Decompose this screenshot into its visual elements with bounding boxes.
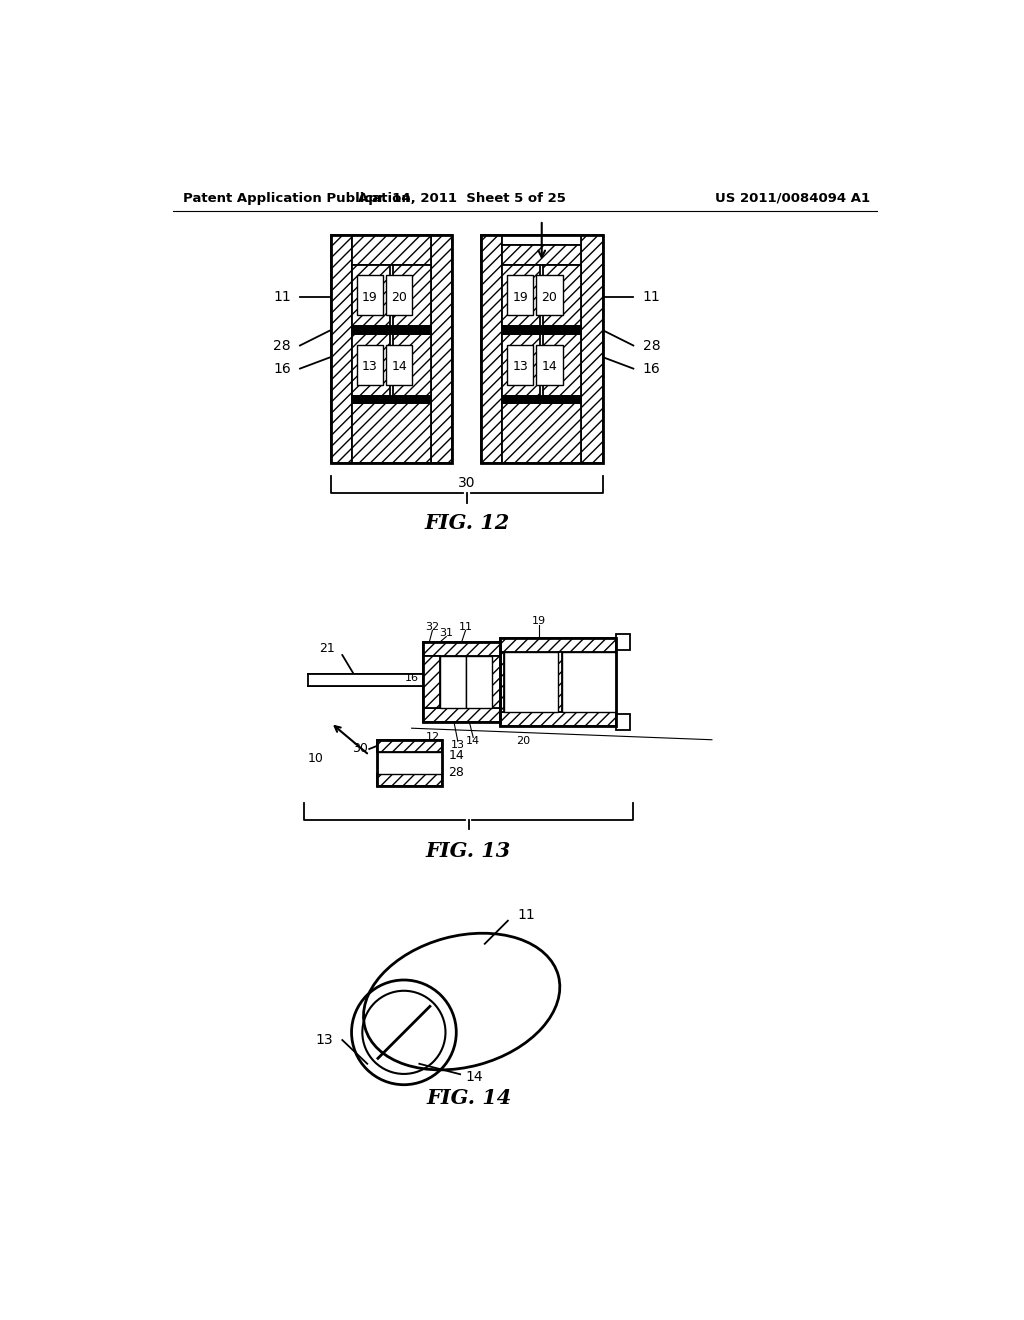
Text: 11: 11 [459, 622, 472, 631]
Bar [393, 264, 431, 326]
Text: 21: 21 [318, 643, 335, 656]
Bar [377, 739, 442, 785]
Bar [352, 404, 431, 462]
Bar [377, 739, 442, 752]
Text: 20: 20 [516, 737, 530, 746]
Bar [440, 656, 466, 708]
Bar [331, 235, 352, 462]
Text: 19: 19 [362, 290, 378, 304]
Bar [393, 334, 431, 396]
Text: 14: 14 [466, 737, 480, 746]
Bar [423, 642, 500, 722]
Text: 19: 19 [531, 616, 546, 626]
Bar [357, 276, 383, 315]
Text: 13: 13 [315, 1034, 333, 1047]
Text: 19: 19 [512, 290, 528, 304]
Text: 11: 11 [643, 290, 660, 304]
Bar [503, 235, 581, 244]
Text: 31: 31 [439, 628, 454, 638]
Bar [562, 652, 615, 711]
Bar [386, 276, 413, 315]
Bar [331, 235, 453, 462]
Text: 30: 30 [352, 742, 368, 755]
Text: 14: 14 [466, 1069, 483, 1084]
Bar [423, 642, 500, 656]
Bar [503, 396, 581, 404]
Bar [504, 652, 558, 711]
Text: US 2011/0084094 A1: US 2011/0084094 A1 [715, 191, 869, 205]
Bar [537, 345, 562, 385]
Text: FIG. 12: FIG. 12 [424, 512, 509, 532]
Bar [503, 404, 581, 462]
Bar [377, 774, 442, 785]
Bar [500, 711, 615, 726]
Bar [357, 345, 383, 385]
Bar [352, 235, 431, 264]
Bar [544, 334, 581, 396]
Bar [500, 638, 615, 652]
Bar [500, 652, 504, 711]
Text: 10: 10 [307, 752, 324, 766]
Bar [615, 635, 630, 649]
Bar [352, 326, 431, 334]
Text: 12: 12 [425, 733, 439, 742]
Text: 30: 30 [458, 475, 475, 490]
Text: 16: 16 [643, 362, 660, 376]
Text: 14: 14 [542, 360, 557, 372]
Bar [493, 656, 500, 708]
Bar [615, 714, 630, 730]
Bar [481, 235, 602, 462]
Bar [377, 752, 442, 774]
Bar [507, 276, 534, 315]
Text: 13: 13 [512, 360, 528, 372]
Text: Apr. 14, 2011  Sheet 5 of 25: Apr. 14, 2011 Sheet 5 of 25 [357, 191, 565, 205]
Bar [386, 345, 413, 385]
Text: 11: 11 [517, 908, 535, 921]
Text: 28: 28 [273, 338, 291, 352]
Bar [537, 276, 562, 315]
Bar [503, 334, 541, 396]
Bar [307, 675, 431, 686]
Text: 13: 13 [451, 741, 465, 750]
Bar [466, 656, 493, 708]
Text: 14: 14 [391, 360, 408, 372]
Text: 16: 16 [406, 673, 419, 684]
Bar [352, 396, 431, 404]
Text: 20: 20 [542, 290, 557, 304]
Text: 14: 14 [449, 748, 464, 762]
Bar [423, 656, 440, 708]
Text: 32: 32 [425, 622, 439, 631]
Bar [503, 264, 541, 326]
Text: 11: 11 [273, 290, 291, 304]
Bar [500, 638, 615, 726]
Text: 20: 20 [391, 290, 408, 304]
Text: FIG. 13: FIG. 13 [426, 841, 511, 861]
Bar [544, 264, 581, 326]
Bar [423, 708, 500, 722]
Bar [431, 235, 453, 462]
Text: FIG. 14: FIG. 14 [427, 1088, 512, 1107]
Text: Patent Application Publication: Patent Application Publication [183, 191, 411, 205]
Bar [481, 235, 503, 462]
Text: 28: 28 [643, 338, 660, 352]
Bar [352, 264, 390, 326]
Bar [507, 345, 534, 385]
Bar [503, 326, 581, 334]
Bar [352, 334, 390, 396]
Text: 16: 16 [273, 362, 291, 376]
Bar [503, 244, 581, 264]
Text: 28: 28 [449, 766, 465, 779]
Bar [558, 652, 562, 711]
Bar [581, 235, 602, 462]
Text: 13: 13 [362, 360, 378, 372]
